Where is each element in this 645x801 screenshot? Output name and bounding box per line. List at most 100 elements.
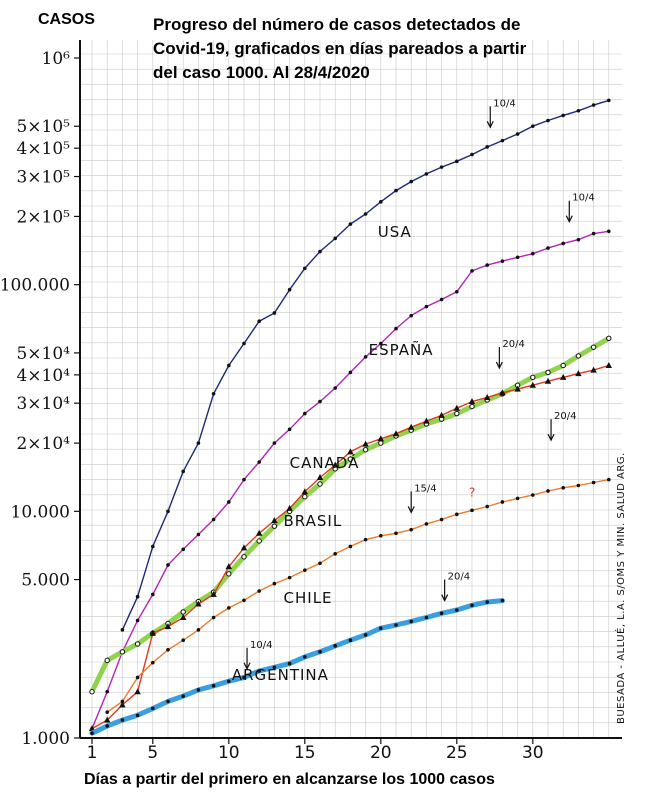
- annotation-label: 20/4: [554, 411, 576, 422]
- data-point: [394, 326, 398, 331]
- data-point: [151, 544, 155, 549]
- data-point: [164, 623, 172, 630]
- data-point: [470, 152, 474, 157]
- data-point: [105, 710, 109, 714]
- data-point: [242, 341, 246, 346]
- data-point: [469, 403, 475, 410]
- data-point: [394, 623, 398, 627]
- plot-background: [80, 40, 622, 738]
- date-annotations: 10/4 10/4 20/4 20/4 15/4 20/4 10/4?: [243, 98, 595, 671]
- annotation-label: 10/4: [250, 640, 272, 651]
- data-point: [286, 504, 293, 511]
- annotation-label: 20/4: [502, 339, 524, 350]
- data-point: [105, 689, 109, 694]
- data-point: [439, 165, 444, 169]
- annotation: 20/4: [547, 411, 577, 442]
- data-point: [88, 725, 96, 732]
- series-label: CHILE: [284, 589, 333, 607]
- data-point: [605, 361, 612, 368]
- series-5: [89, 598, 505, 736]
- data-point: [515, 132, 520, 136]
- x-tick-label: 25: [446, 743, 468, 763]
- data-point: [500, 598, 505, 603]
- y-tick-label: 2×10⁴: [16, 434, 70, 454]
- data-point: [607, 98, 611, 103]
- series-line: [106, 478, 610, 713]
- grid: [80, 40, 622, 739]
- data-point: [119, 701, 126, 708]
- data-point: [242, 675, 246, 680]
- data-point: [409, 313, 414, 318]
- data-point: [287, 427, 292, 432]
- data-point: [210, 590, 217, 597]
- data-point: [225, 563, 232, 570]
- annotation: 10/4: [565, 193, 595, 224]
- data-point: [575, 370, 582, 377]
- data-point: [455, 290, 459, 294]
- data-point: [439, 517, 444, 522]
- data-point: [333, 551, 338, 556]
- data-point: [257, 460, 262, 464]
- data-point: [575, 353, 582, 359]
- series-label: BRASIL: [284, 512, 343, 530]
- data-point: [226, 571, 232, 577]
- data-point: [257, 319, 262, 323]
- annotation: 10/4: [243, 640, 273, 671]
- data-point: [105, 724, 109, 728]
- data-point: [180, 609, 186, 615]
- data-point: [514, 385, 521, 392]
- data-point: [303, 411, 307, 416]
- x-tick-label: 10: [218, 743, 240, 763]
- data-point: [379, 200, 383, 204]
- data-point: [531, 124, 535, 129]
- data-point: [272, 441, 277, 445]
- data-point: [500, 259, 505, 263]
- data-point: [104, 716, 111, 723]
- data-point: [424, 172, 429, 176]
- data-point: [211, 392, 216, 396]
- data-point: [227, 500, 231, 504]
- data-point: [318, 650, 322, 654]
- data-point: [363, 537, 368, 542]
- series-label: USA: [378, 223, 412, 241]
- data-point: [500, 138, 505, 143]
- data-point: [211, 615, 216, 620]
- data-point: [379, 626, 383, 631]
- data-point: [561, 241, 565, 246]
- data-point: [166, 509, 170, 514]
- data-point: [256, 529, 263, 536]
- x-tick-label: 30: [522, 743, 544, 763]
- y-tick-label: 10⁶: [42, 49, 71, 69]
- data-point: [363, 355, 368, 359]
- data-point: [120, 699, 125, 704]
- data-point: [272, 311, 277, 315]
- data-point: [90, 731, 94, 735]
- data-point: [394, 188, 398, 193]
- data-point: [485, 263, 490, 267]
- data-point: [362, 440, 369, 447]
- data-point: [607, 477, 611, 482]
- data-point: [591, 480, 596, 485]
- series-labels: USA ESPAÑA CANADÁ BRASIL CHILE ARGENTINA: [232, 223, 433, 684]
- annotation-arrowhead: [243, 662, 251, 671]
- series-3: [88, 361, 612, 732]
- data-point: [576, 483, 581, 488]
- annotation-arrowhead: [486, 121, 494, 129]
- data-point: [531, 251, 535, 256]
- data-point: [242, 598, 246, 603]
- data-point: [151, 660, 155, 665]
- data-point: [227, 363, 231, 368]
- data-point: [134, 641, 141, 647]
- data-point: [195, 600, 202, 607]
- data-point: [181, 694, 185, 698]
- data-point: [544, 377, 552, 384]
- data-point: [149, 629, 156, 636]
- annotation-label: ?: [469, 486, 475, 500]
- y-tick-label: 5.000: [21, 571, 70, 591]
- y-tick-label: 100.000: [0, 276, 70, 296]
- x-tick-label: 5: [147, 743, 158, 763]
- data-point: [545, 369, 551, 376]
- data-point: [348, 222, 353, 226]
- data-point: [394, 531, 398, 536]
- data-point: [499, 389, 506, 396]
